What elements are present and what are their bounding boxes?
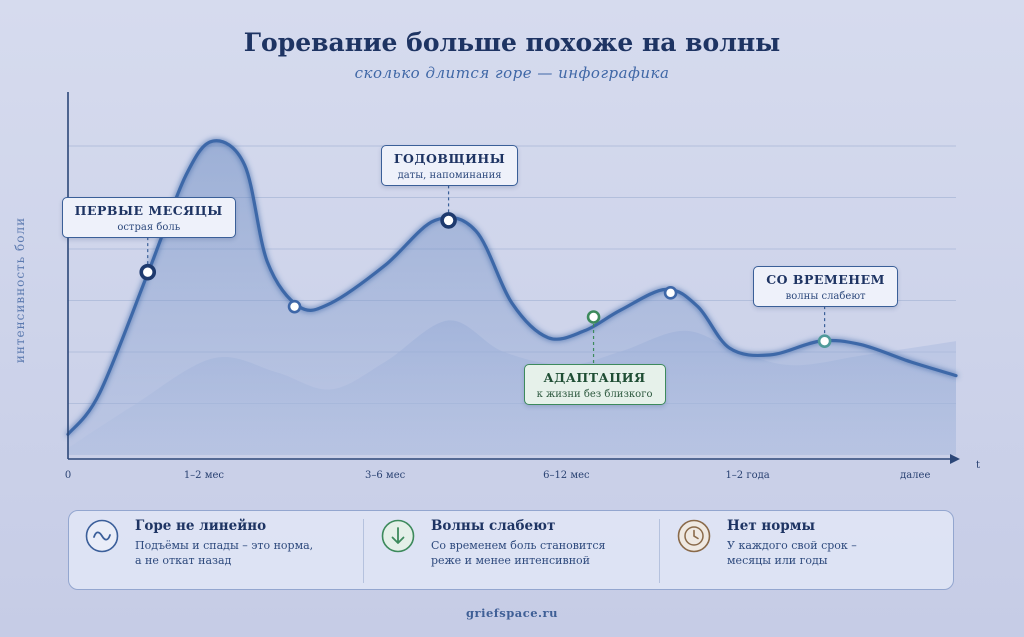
annotation-callout: АДАПТАЦИЯ к жизни без близкого xyxy=(523,364,666,405)
wave-icon xyxy=(85,519,119,553)
info-card: Волны слабеют Со временем боль становится… xyxy=(365,511,659,589)
footer-site[interactable]: griefspace.ru xyxy=(466,606,558,620)
annotation-title: СО ВРЕМЕНЕМ xyxy=(766,272,885,288)
annotation-title: АДАПТАЦИЯ xyxy=(543,370,646,385)
info-card-text: Со временем боль становится реже и менее… xyxy=(431,539,606,567)
x-tick-label: 6–12 мес xyxy=(543,470,590,481)
annotation-title: ГОДОВЩИНЫ xyxy=(393,151,506,167)
data-marker xyxy=(817,334,832,348)
x-tick-label: 0 xyxy=(65,470,71,481)
series-areas xyxy=(66,139,958,456)
x-tick-label: 3–6 мес xyxy=(365,470,406,481)
info-card-title: Волны слабеют xyxy=(431,518,556,534)
x-ticks: 0 1–2 мес 3–6 мес 6–12 мес 1–2 года далее xyxy=(65,470,931,481)
info-card-title: Горе не линейно xyxy=(135,518,267,534)
info-divider xyxy=(363,519,364,583)
annotation-callout: ГОДОВЩИНЫ даты, напоминания xyxy=(381,145,519,187)
info-card-text: Подъёмы и спады – это норма, а не откат … xyxy=(135,539,314,567)
x-tick-label: далее xyxy=(900,470,930,481)
data-marker xyxy=(287,299,302,314)
annotation-text: острая боль xyxy=(117,222,181,234)
annotation-text: к жизни без близкого xyxy=(536,389,653,400)
x-tick-label: 1–2 года xyxy=(725,470,769,481)
annotation-text: даты, напоминания xyxy=(397,170,502,182)
annotation-text: волны слабеют xyxy=(785,291,866,303)
chart-subtitle: сколько длится горе — инфографика xyxy=(354,64,670,82)
series-1-area xyxy=(68,140,956,456)
x-axis-arrow-icon xyxy=(950,454,960,464)
annotation-title: ПЕРВЫЕ МЕСЯЦЫ xyxy=(74,203,223,219)
data-marker xyxy=(663,286,678,300)
arrow-down-icon xyxy=(381,519,415,553)
info-card-title: Нет нормы xyxy=(727,518,815,534)
chart-title: Горевание больше похоже на волны xyxy=(243,28,781,57)
info-card: Нет нормы У каждого свой срок – месяцы ил… xyxy=(661,511,955,589)
data-marker xyxy=(440,212,457,229)
x-axis-label: t xyxy=(976,460,980,471)
annotation-leaders xyxy=(147,185,826,363)
clock-icon xyxy=(677,519,711,553)
annotation-callout: ПЕРВЫЕ МЕСЯЦЫ острая боль xyxy=(61,197,236,239)
info-panel: Горе не линейно Подъёмы и спады – это нор… xyxy=(68,510,954,590)
data-marker xyxy=(586,310,601,324)
data-marker xyxy=(139,263,157,281)
axes: t xyxy=(67,92,980,471)
info-divider xyxy=(659,519,660,583)
info-card-text: У каждого свой срок – месяцы или годы xyxy=(727,539,857,567)
info-card: Горе не линейно Подъёмы и спады – это нор… xyxy=(69,511,363,589)
series-1-line xyxy=(66,139,958,436)
annotation-callout: СО ВРЕМЕНЕМ волны слабеют xyxy=(753,266,899,308)
chart: t 0 1–2 мес 3–6 мес 6–12 мес 1–2 года далее xyxy=(65,92,980,481)
markers xyxy=(139,212,832,348)
x-tick-label: 1–2 мес xyxy=(184,470,225,481)
